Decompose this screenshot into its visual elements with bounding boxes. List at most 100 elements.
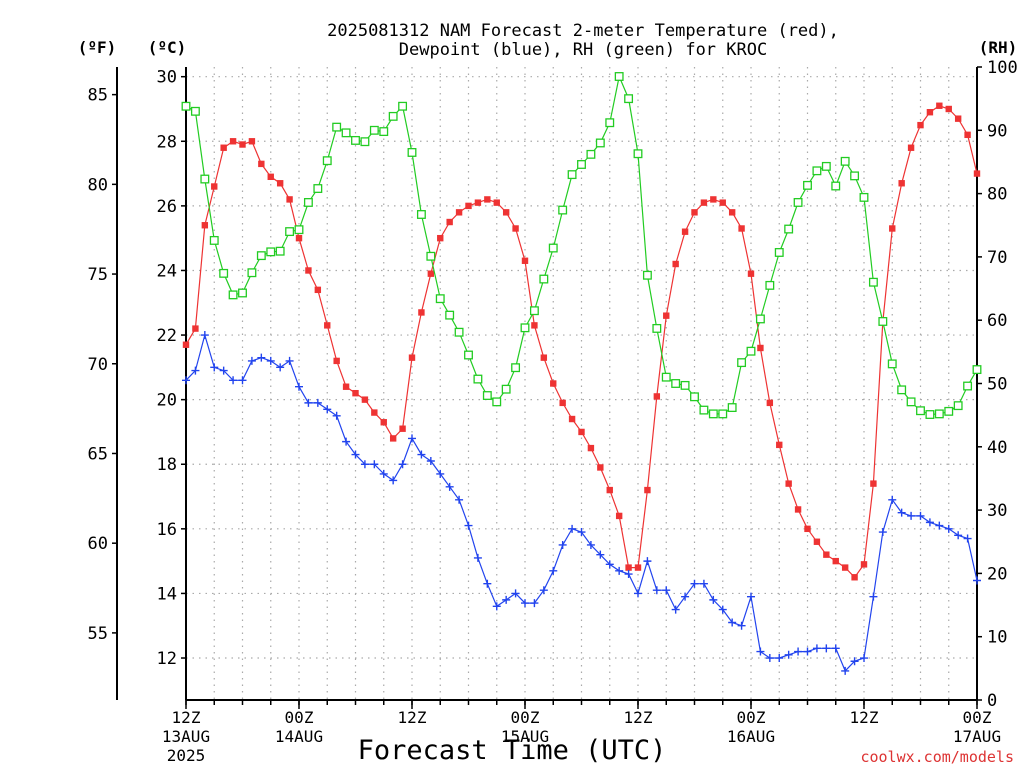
- dewpoint-point: [445, 482, 454, 491]
- dewpoint-point: [473, 553, 482, 562]
- temperature-point: [521, 257, 529, 264]
- dewpoint-point: [266, 356, 275, 365]
- temperature-point: [512, 225, 519, 232]
- rh-point: [963, 381, 973, 391]
- celsius-tick-label: 18: [157, 455, 177, 475]
- dewpoint-point: [812, 644, 821, 653]
- dewpoint-point: [888, 495, 897, 504]
- temperature-point: [559, 399, 566, 407]
- rh-point: [426, 251, 436, 261]
- x-tick-label-date: 14AUG: [275, 727, 323, 746]
- x-tick-label-time: 12Z: [172, 708, 201, 727]
- rh-point: [934, 409, 944, 419]
- temperature-point: [568, 415, 576, 423]
- dewpoint-point: [285, 356, 294, 365]
- rh-point: [219, 268, 229, 278]
- temperature-point: [663, 312, 670, 319]
- rh-point: [482, 391, 492, 400]
- dewpoint-point: [747, 592, 755, 601]
- dewpoint-point: [699, 579, 708, 588]
- fahrenheit-tick-label: 55: [88, 624, 108, 644]
- temperature-point: [314, 286, 322, 294]
- temperature-point: [653, 393, 661, 400]
- temperature-point: [710, 196, 717, 203]
- fahrenheit-tick-label: 65: [88, 444, 108, 464]
- temperature-point: [248, 138, 256, 145]
- series-temperature: [182, 102, 981, 581]
- rh-point: [416, 210, 426, 219]
- rh-point: [652, 323, 662, 333]
- dewpoint-point: [276, 363, 285, 372]
- dewpoint-point: [916, 511, 925, 520]
- rh-point: [850, 171, 860, 181]
- rh-point: [803, 180, 812, 190]
- rh-point: [181, 101, 191, 111]
- fahrenheit-tick-label: 85: [88, 86, 108, 106]
- temperature-point: [352, 389, 359, 397]
- rh-point: [388, 111, 398, 121]
- temperature-point: [973, 170, 981, 177]
- rh-point: [520, 323, 530, 333]
- rh-point: [558, 205, 568, 215]
- rh-point: [313, 184, 323, 193]
- right-axis-unit-rh: (RH): [979, 38, 1018, 57]
- temperature-point: [220, 144, 227, 151]
- rh-point: [539, 274, 549, 284]
- rh-point: [690, 392, 699, 402]
- rh-point: [445, 310, 455, 320]
- temperature-point: [587, 444, 595, 452]
- rh-point: [379, 127, 389, 137]
- dewpoint-point: [634, 589, 642, 598]
- rh-point: [925, 410, 935, 419]
- credit-text: coolwx.com/models: [860, 748, 1014, 766]
- temperature-point: [954, 115, 962, 122]
- rh-point: [595, 138, 605, 148]
- temperature-point: [672, 260, 679, 268]
- rh-point: [916, 406, 925, 416]
- dewpoint-point: [652, 586, 661, 595]
- temperature-point: [776, 441, 783, 449]
- temperature-point: [804, 525, 811, 533]
- rh-point: [868, 277, 878, 287]
- celsius-tick-label: 16: [157, 520, 177, 540]
- rh-point: [746, 346, 756, 356]
- celsius-tick-label: 22: [157, 326, 177, 346]
- dewpoint-point: [238, 376, 247, 385]
- dewpoint-point: [624, 570, 633, 579]
- rh-point: [529, 306, 539, 316]
- rh-point: [765, 280, 775, 290]
- celsius-tick-label: 14: [157, 584, 177, 604]
- axes: 12 14 16 18 20 22 24 26 28 30 55 60 65 70 75 80 85 0 10 20 3…: [88, 58, 1018, 765]
- dewpoint-point: [944, 524, 953, 533]
- rh-point: [727, 403, 737, 413]
- rh-point: [577, 160, 586, 169]
- dewpoint-point: [389, 476, 398, 485]
- rh-point: [322, 156, 332, 166]
- dewpoint-point: [954, 531, 963, 540]
- temperature-point: [427, 270, 435, 277]
- dewpoint-point: [323, 405, 332, 414]
- rh-point: [953, 401, 963, 411]
- rh-point: [190, 106, 200, 116]
- dewpoint-point: [257, 353, 266, 362]
- rh-point: [332, 122, 342, 132]
- dewpoint-point: [398, 460, 407, 469]
- rh-point: [624, 94, 634, 104]
- rh-point: [492, 397, 502, 407]
- temperature-point: [823, 551, 830, 558]
- rh-point: [633, 149, 643, 159]
- dewpoint-point: [718, 605, 727, 614]
- rh-point: [784, 224, 794, 234]
- celsius-tick-label: 20: [157, 391, 177, 411]
- dewpoint-point: [756, 647, 765, 656]
- rh-point: [897, 385, 907, 395]
- rh-point: [812, 166, 822, 176]
- rh-point: [464, 350, 473, 360]
- temperature-point: [399, 425, 406, 432]
- rh-point: [548, 243, 558, 253]
- rh-point: [944, 406, 954, 416]
- dewpoint-point: [182, 376, 190, 385]
- x-tick-label-time: 00Z: [963, 708, 992, 727]
- fahrenheit-tick-label: 75: [88, 265, 108, 285]
